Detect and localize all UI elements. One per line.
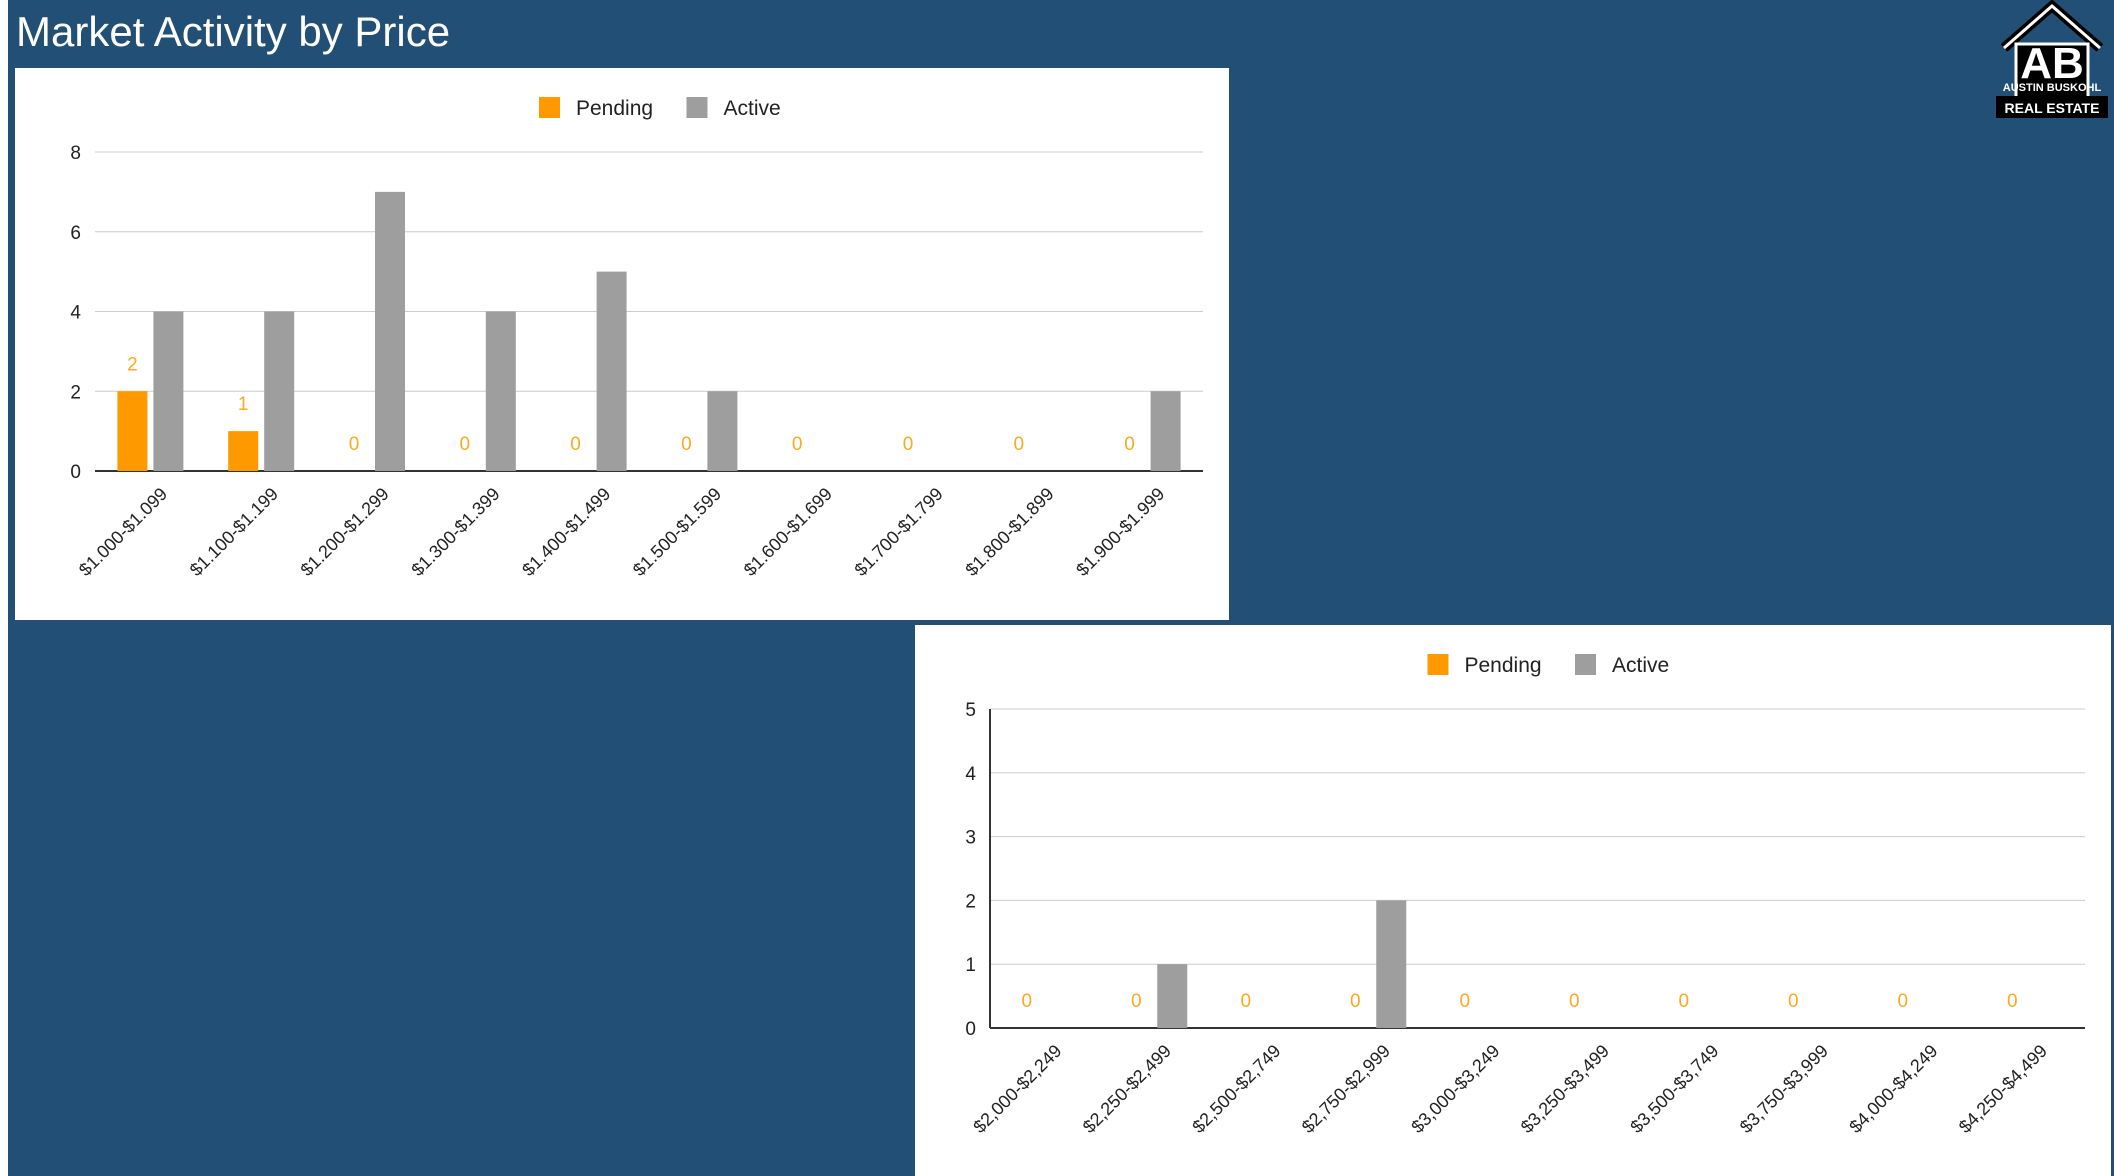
y-tick-label: 0 xyxy=(70,462,81,483)
data-label-pending: 0 xyxy=(1124,434,1135,455)
bar-active xyxy=(1150,391,1181,471)
y-tick-label: 0 xyxy=(965,1019,976,1040)
y-tick-label: 1 xyxy=(965,955,976,976)
y-tick-label: 4 xyxy=(70,303,81,324)
x-tick-label: $4,000-$4,249 xyxy=(1845,1041,1941,1137)
x-tick-label: $1.700-$1.799 xyxy=(851,484,947,580)
y-tick-label: 2 xyxy=(965,891,976,912)
legend-item-pending: Pending xyxy=(539,97,653,120)
x-tick-label: $1.800-$1.899 xyxy=(961,484,1057,580)
data-label-pending: 0 xyxy=(792,434,803,455)
left-edge-strip xyxy=(0,0,8,1176)
y-tick-label: 5 xyxy=(965,700,976,721)
data-label-pending: 0 xyxy=(570,434,581,455)
data-label-pending: 0 xyxy=(1240,991,1251,1012)
bar-active xyxy=(1376,900,1407,1028)
legend-item-active: Active xyxy=(686,97,781,120)
data-label-pending: 1 xyxy=(238,394,249,415)
bar-pending xyxy=(117,391,148,471)
data-label-pending: 0 xyxy=(1021,991,1032,1012)
x-tick-label: $2,500-$2,749 xyxy=(1188,1041,1284,1137)
company-logo: AB AUSTIN BUSKOHL REAL ESTATE xyxy=(1990,0,2114,124)
data-label-pending: 0 xyxy=(1350,991,1361,1012)
legend-swatch-pending xyxy=(539,97,560,118)
bar-chart-high-prices: Pending Active0123450$2,000-$2,2490$2,250… xyxy=(965,654,2085,1137)
data-label-pending: 0 xyxy=(349,434,360,455)
x-tick-label: $1.100-$1.199 xyxy=(186,484,282,580)
y-tick-label: 6 xyxy=(70,223,81,244)
logo-monogram: AB xyxy=(2020,39,2084,88)
bar-active xyxy=(153,311,184,471)
x-tick-label: $1.900-$1.999 xyxy=(1072,484,1168,580)
data-label-pending: 0 xyxy=(903,434,914,455)
data-label-pending: 0 xyxy=(1569,991,1580,1012)
x-tick-label: $1.200-$1.299 xyxy=(297,484,393,580)
house-logo-icon: AB xyxy=(1996,0,2108,118)
legend-swatch-active xyxy=(686,97,708,118)
bar-active xyxy=(707,391,738,471)
x-tick-label: $1.000-$1.099 xyxy=(75,484,171,580)
bar-active xyxy=(485,311,516,471)
x-tick-label: $1.500-$1.599 xyxy=(629,484,725,580)
logo-company-subtitle: REAL ESTATE xyxy=(2004,100,2100,116)
x-tick-label: $3,750-$3,999 xyxy=(1736,1041,1832,1137)
x-tick-label: $2,000-$2,249 xyxy=(969,1041,1065,1137)
y-tick-label: 3 xyxy=(965,828,976,849)
page-title: Market Activity by Price xyxy=(16,8,451,55)
legend-label-active: Active xyxy=(1612,654,1669,677)
chart-panel-low-prices: Pending Active 0 2 4 6 8 2 $1.000-$1.099 1 $1.100-… xyxy=(15,68,1229,620)
x-tick-label: $2,250-$2,499 xyxy=(1079,1041,1175,1137)
x-tick-label: $3,000-$3,249 xyxy=(1407,1041,1503,1137)
legend-swatch-pending xyxy=(1427,654,1449,675)
data-label-pending: 0 xyxy=(1014,434,1025,455)
x-tick-label: $4,250-$4,499 xyxy=(1955,1041,2051,1137)
x-tick-label: $1.400-$1.499 xyxy=(518,484,614,580)
data-label-pending: 2 xyxy=(127,354,138,375)
x-tick-label: $1.600-$1.699 xyxy=(740,484,836,580)
y-tick-label: 8 xyxy=(70,143,81,164)
chart-panel-high-prices: Pending Active 0 1 2 3 4 5 0 $2,000-$2,249 0 $2,250… xyxy=(915,625,2111,1176)
chart-legend: Pending Active xyxy=(539,97,781,120)
x-tick-label: $2,750-$2,999 xyxy=(1298,1041,1394,1137)
legend-item-pending: Pending xyxy=(1427,654,1542,677)
data-label-pending: 0 xyxy=(1131,991,1142,1012)
bar-chart-low-prices: Pending Active 0 2 4 6 8 2 $1.000-$1.099 1 $1.100-… xyxy=(70,97,1203,580)
bar-active xyxy=(264,311,295,471)
legend-label-pending: Pending xyxy=(1465,654,1542,677)
data-label-pending: 0 xyxy=(2007,991,2018,1012)
data-label-pending: 0 xyxy=(460,434,471,455)
y-tick-label: 2 xyxy=(70,382,81,403)
data-label-pending: 0 xyxy=(1459,991,1470,1012)
x-tick-label: $3,250-$3,499 xyxy=(1517,1041,1613,1137)
bar-active xyxy=(375,191,405,471)
x-tick-label: $3,500-$3,749 xyxy=(1626,1041,1722,1137)
x-tick-label: $1.300-$1.399 xyxy=(407,484,503,580)
logo-company-name: AUSTIN BUSKOHL xyxy=(2002,82,2102,94)
bar-pending xyxy=(228,431,259,471)
bar-active xyxy=(596,271,627,471)
bar-active xyxy=(1157,964,1188,1028)
legend-swatch-active xyxy=(1575,654,1596,675)
chart-legend: Pending Active xyxy=(1427,654,1669,677)
data-label-pending: 0 xyxy=(681,434,692,455)
legend-label-pending: Pending xyxy=(576,97,653,120)
legend-label-active: Active xyxy=(724,97,781,120)
data-label-pending: 0 xyxy=(1788,991,1799,1012)
data-label-pending: 0 xyxy=(1678,991,1689,1012)
legend-item-active: Active xyxy=(1575,654,1669,677)
y-tick-label: 4 xyxy=(965,764,976,785)
data-label-pending: 0 xyxy=(1897,991,1908,1012)
